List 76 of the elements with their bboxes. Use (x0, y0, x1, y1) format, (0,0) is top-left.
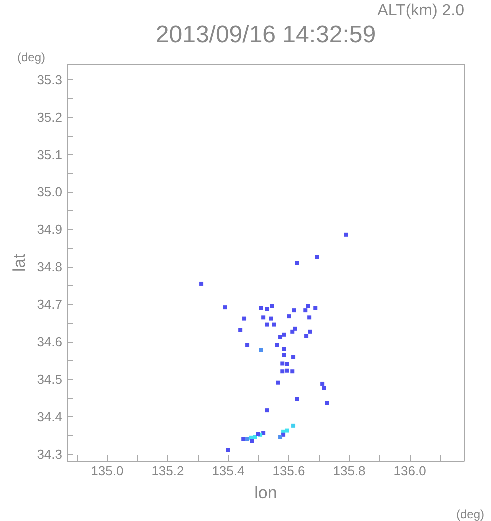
chart-title: 2013/09/16 14:32:59 (156, 22, 376, 48)
y-tick-label: 35.1 (37, 147, 63, 162)
point (226, 448, 230, 452)
text: (deg) (456, 508, 485, 521)
point (246, 437, 250, 442)
x-axis-title: lon (254, 484, 278, 502)
point (292, 355, 296, 360)
point (292, 308, 296, 313)
point (282, 332, 286, 337)
point (315, 255, 320, 260)
text: (deg) (18, 50, 46, 64)
point (262, 316, 266, 320)
x-tick-label: 135.6 (272, 464, 306, 478)
point (295, 261, 300, 266)
point (308, 316, 312, 320)
y-tick-label: 35.3 (37, 72, 63, 88)
point (325, 401, 330, 406)
point (285, 368, 290, 373)
y-axis-title: lat (10, 254, 30, 272)
point (223, 306, 228, 310)
point (285, 428, 290, 433)
point (242, 437, 246, 442)
point (320, 382, 325, 386)
point (266, 307, 270, 312)
point (256, 432, 260, 436)
point (290, 370, 295, 374)
point (285, 362, 290, 366)
x-tick-label: 135.0 (91, 464, 124, 478)
point (286, 314, 291, 319)
x-tick-label: 135.2 (152, 464, 184, 478)
point (242, 316, 247, 321)
y-tick-label: 34.5 (37, 372, 63, 387)
point (344, 232, 348, 237)
y-tick-label: 34.9 (37, 222, 63, 238)
point (304, 308, 308, 313)
point (280, 370, 285, 374)
point (250, 439, 254, 444)
point (278, 335, 283, 340)
y-tick-label: 34.4 (37, 409, 63, 424)
point (269, 316, 274, 321)
point (249, 436, 254, 440)
point (322, 386, 326, 390)
point (308, 330, 312, 334)
point (314, 306, 318, 310)
y-tick-label: 34.8 (37, 260, 63, 275)
point (272, 322, 276, 327)
point (266, 408, 270, 413)
x-tick-label: 135.8 (333, 464, 366, 478)
point (270, 304, 274, 308)
point (292, 424, 296, 428)
x-tick-label: 136.0 (394, 464, 426, 478)
x-tick-label: 135.4 (212, 464, 245, 478)
point (282, 347, 286, 352)
point (295, 397, 300, 402)
y-tick-label: 34.6 (37, 334, 63, 350)
point (290, 330, 295, 334)
point (253, 435, 258, 440)
y-tick-label: 34.3 (37, 446, 63, 462)
y-tick-label: 35.2 (37, 110, 63, 125)
point (276, 343, 280, 348)
point (238, 328, 243, 332)
point (282, 354, 286, 358)
point (259, 348, 264, 352)
chart-subtitle: ALT(km) 2.0 (378, 2, 465, 20)
point (246, 343, 250, 348)
point (304, 334, 309, 338)
point (276, 380, 280, 385)
point (306, 304, 310, 308)
point (278, 435, 283, 440)
point (266, 322, 270, 327)
point (200, 282, 204, 286)
point (280, 362, 285, 366)
y-tick-label: 34.7 (37, 297, 63, 312)
point (293, 326, 298, 331)
y-tick-label: 35.0 (37, 184, 63, 200)
point (259, 306, 264, 310)
